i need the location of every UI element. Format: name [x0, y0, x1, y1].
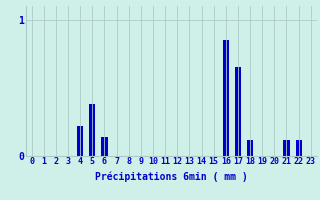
- Bar: [77, 126, 83, 156]
- Bar: [223, 40, 229, 156]
- Bar: [235, 67, 241, 156]
- Bar: [101, 137, 108, 156]
- Bar: [296, 140, 302, 156]
- X-axis label: Précipitations 6min ( mm ): Précipitations 6min ( mm ): [95, 172, 248, 182]
- Bar: [247, 140, 253, 156]
- Bar: [89, 104, 95, 156]
- Bar: [284, 140, 290, 156]
